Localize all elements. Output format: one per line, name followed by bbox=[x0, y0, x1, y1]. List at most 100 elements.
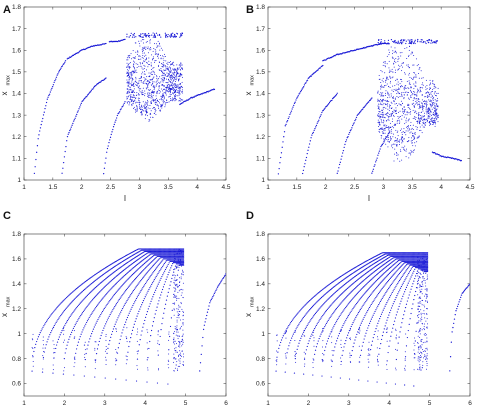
data-point bbox=[396, 112, 398, 114]
data-point bbox=[340, 158, 342, 160]
data-point bbox=[163, 97, 165, 99]
data-point bbox=[164, 249, 166, 251]
data-point bbox=[434, 110, 436, 112]
x-tick-label: 3.5 bbox=[408, 184, 417, 191]
data-point bbox=[153, 34, 156, 36]
data-point bbox=[395, 253, 397, 255]
data-point bbox=[157, 354, 159, 356]
data-point bbox=[174, 340, 176, 342]
data-point bbox=[179, 100, 181, 102]
data-point bbox=[153, 84, 155, 86]
data-point bbox=[377, 105, 379, 107]
data-point bbox=[320, 297, 322, 299]
data-point bbox=[116, 301, 119, 303]
data-point bbox=[159, 255, 161, 258]
data-point bbox=[146, 83, 148, 85]
data-point bbox=[100, 299, 102, 302]
data-point bbox=[177, 258, 179, 260]
data-point bbox=[84, 97, 86, 99]
data-point bbox=[136, 104, 138, 106]
data-point bbox=[177, 255, 179, 258]
data-point bbox=[379, 100, 380, 102]
data-point bbox=[380, 137, 382, 139]
data-point bbox=[173, 69, 175, 71]
data-point bbox=[384, 117, 386, 119]
data-point bbox=[389, 76, 391, 78]
data-point bbox=[395, 61, 397, 63]
data-point bbox=[206, 314, 208, 317]
data-point bbox=[156, 47, 158, 49]
data-point bbox=[88, 278, 90, 280]
data-point bbox=[174, 295, 176, 297]
data-point bbox=[387, 127, 389, 129]
data-point bbox=[163, 101, 165, 103]
data-point bbox=[171, 100, 173, 102]
data-point bbox=[57, 318, 59, 321]
data-point bbox=[295, 352, 297, 354]
data-point bbox=[104, 162, 106, 164]
data-point bbox=[166, 265, 168, 267]
data-point bbox=[167, 90, 169, 92]
data-point bbox=[150, 261, 152, 264]
data-point bbox=[396, 131, 398, 133]
data-point bbox=[94, 341, 96, 343]
data-point bbox=[390, 136, 392, 138]
data-point bbox=[126, 287, 128, 290]
data-point bbox=[140, 248, 142, 250]
data-point bbox=[77, 110, 79, 112]
data-point bbox=[158, 255, 160, 258]
data-point bbox=[71, 331, 73, 333]
data-point bbox=[158, 92, 160, 94]
data-point bbox=[405, 130, 407, 132]
data-point bbox=[377, 257, 379, 259]
data-point bbox=[390, 138, 392, 140]
data-point bbox=[162, 257, 164, 259]
data-point bbox=[405, 91, 407, 93]
data-point bbox=[412, 99, 414, 101]
data-point bbox=[177, 257, 179, 259]
data-point bbox=[421, 132, 423, 134]
data-point bbox=[138, 251, 140, 253]
data-point bbox=[101, 274, 104, 276]
data-point bbox=[97, 344, 99, 346]
data-point bbox=[170, 83, 172, 85]
data-point bbox=[158, 254, 160, 256]
data-point bbox=[280, 156, 282, 159]
data-point bbox=[167, 274, 169, 276]
data-point bbox=[173, 88, 175, 90]
data-point bbox=[154, 249, 156, 251]
data-point bbox=[75, 307, 78, 309]
data-point bbox=[413, 135, 415, 137]
data-point bbox=[65, 307, 67, 309]
data-point bbox=[392, 58, 394, 60]
data-point bbox=[86, 305, 88, 308]
data-point bbox=[394, 71, 396, 73]
data-point bbox=[403, 138, 405, 140]
data-point bbox=[309, 299, 312, 301]
data-point bbox=[114, 261, 117, 263]
data-point bbox=[58, 70, 61, 72]
data-point bbox=[392, 85, 394, 87]
data-point bbox=[435, 112, 437, 114]
data-point bbox=[390, 80, 392, 82]
data-point bbox=[147, 270, 149, 273]
data-point bbox=[437, 87, 439, 89]
data-point bbox=[144, 284, 146, 286]
data-point bbox=[173, 250, 176, 253]
x-tick-label: 1 bbox=[266, 400, 270, 407]
data-point bbox=[144, 101, 146, 103]
data-point bbox=[177, 338, 179, 340]
data-point bbox=[177, 314, 179, 316]
data-point bbox=[170, 78, 172, 80]
data-point bbox=[128, 64, 130, 66]
data-point bbox=[165, 90, 167, 92]
data-point bbox=[86, 286, 88, 288]
data-point bbox=[181, 248, 183, 250]
data-point bbox=[149, 262, 151, 264]
data-point bbox=[416, 137, 418, 139]
data-point bbox=[429, 92, 431, 94]
data-point bbox=[181, 86, 183, 88]
data-point bbox=[149, 116, 151, 118]
data-point bbox=[154, 289, 157, 291]
data-point bbox=[78, 303, 80, 305]
